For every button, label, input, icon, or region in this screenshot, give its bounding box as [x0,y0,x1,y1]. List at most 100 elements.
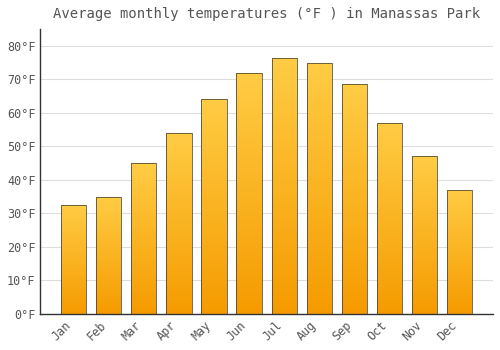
Bar [96,303,122,304]
Bar [412,312,438,314]
Bar [377,302,402,304]
Bar [306,125,332,128]
Bar [272,186,297,188]
Bar [342,252,367,254]
Bar [342,96,367,98]
Bar [236,82,262,85]
Bar [447,296,472,298]
Bar [342,298,367,300]
Bar [202,123,226,125]
Bar [61,217,86,218]
Bar [236,155,262,157]
Bar [131,208,156,210]
Bar [236,147,262,150]
Bar [306,100,332,103]
Bar [202,108,226,110]
Bar [412,281,438,282]
Bar [272,165,297,168]
Bar [306,103,332,105]
Bar [306,118,332,120]
Bar [96,225,122,226]
Bar [306,68,332,70]
Bar [202,288,226,290]
Bar [131,294,156,296]
Bar [377,174,402,176]
Bar [131,308,156,309]
Bar [202,127,226,130]
Bar [412,279,438,281]
Bar [202,243,226,245]
Bar [236,152,262,155]
Bar [377,186,402,188]
Bar [447,293,472,294]
Bar [342,160,367,162]
Bar [306,281,332,284]
Bar [272,301,297,304]
Bar [412,245,438,246]
Bar [306,233,332,236]
Bar [412,290,438,292]
Bar [272,119,297,122]
Bar [412,213,438,215]
Bar [202,114,226,117]
Bar [412,308,438,309]
Bar [342,110,367,112]
Bar [202,295,226,297]
Bar [236,275,262,278]
Bar [306,88,332,90]
Bar [412,256,438,257]
Bar [96,288,122,289]
Bar [377,266,402,268]
Bar [306,171,332,173]
Bar [412,232,438,233]
Bar [61,238,86,239]
Bar [131,166,156,168]
Bar [412,218,438,219]
Bar [377,262,402,264]
Bar [166,149,192,151]
Bar [202,226,226,228]
Bar [131,214,156,216]
Bar [61,282,86,284]
Bar [272,181,297,183]
Bar [447,242,472,243]
Bar [447,233,472,235]
Bar [342,192,367,195]
Bar [447,223,472,225]
Bar [96,250,122,251]
Bar [61,286,86,287]
Bar [447,237,472,238]
Bar [202,145,226,147]
Bar [131,313,156,314]
Bar [61,232,86,233]
Bar [96,226,122,227]
Bar [447,238,472,239]
Bar [202,209,226,211]
Bar [61,244,86,245]
Bar [61,313,86,314]
Bar [272,198,297,201]
Bar [166,156,192,158]
Bar [272,304,297,306]
Bar [131,189,156,190]
Bar [96,220,122,221]
Bar [306,301,332,304]
Bar [236,196,262,198]
Bar [202,187,226,189]
Bar [131,260,156,261]
Bar [306,90,332,93]
Bar [272,296,297,299]
Bar [342,227,367,229]
Bar [131,195,156,196]
Bar [447,299,472,300]
Bar [202,265,226,267]
Bar [96,224,122,225]
Bar [166,307,192,308]
Bar [447,280,472,282]
Bar [96,217,122,218]
Bar [96,251,122,252]
Bar [412,227,438,229]
Bar [236,241,262,244]
Bar [61,251,86,252]
Bar [342,254,367,257]
